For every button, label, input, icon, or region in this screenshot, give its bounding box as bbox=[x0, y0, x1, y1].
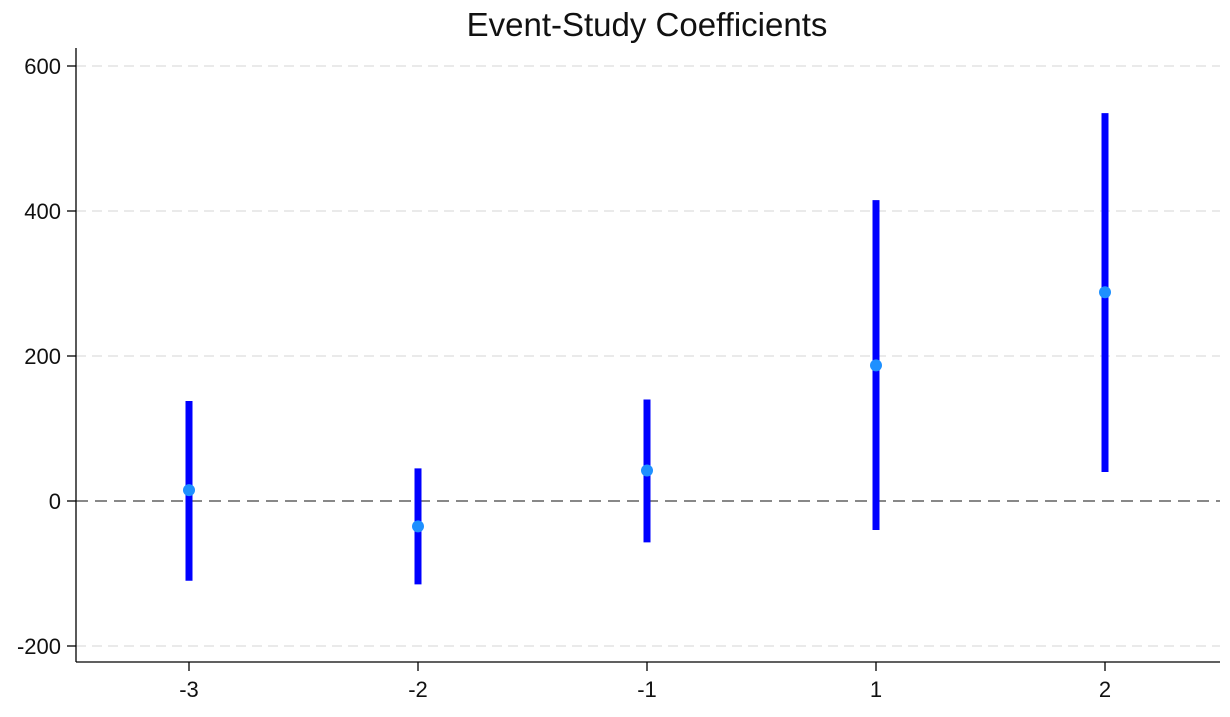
axes: -200 0 200 400 600 -3 -2 -1 1 2 bbox=[17, 48, 1220, 702]
confidence-intervals bbox=[185, 113, 1109, 585]
x-tick-label: -1 bbox=[637, 677, 657, 702]
x-tick-label: 2 bbox=[1099, 677, 1111, 702]
point-estimate bbox=[1099, 286, 1111, 299]
point-estimates bbox=[183, 286, 1111, 533]
point-estimate bbox=[412, 520, 424, 533]
grid-lines bbox=[76, 65, 1220, 647]
point-estimate bbox=[183, 484, 195, 497]
x-tick-label: -3 bbox=[179, 677, 199, 702]
y-tick-label: 400 bbox=[24, 199, 61, 224]
x-tick-label: -2 bbox=[408, 677, 428, 702]
y-tick-label: 0 bbox=[49, 489, 61, 514]
point-estimate bbox=[641, 464, 653, 477]
y-tick-label: 200 bbox=[24, 344, 61, 369]
point-estimate bbox=[870, 359, 882, 372]
y-tick-label: -200 bbox=[17, 634, 61, 659]
y-tick-label: 600 bbox=[24, 54, 61, 79]
chart-title: Event-Study Coefficients bbox=[467, 6, 828, 43]
x-tick-label: 1 bbox=[870, 677, 882, 702]
